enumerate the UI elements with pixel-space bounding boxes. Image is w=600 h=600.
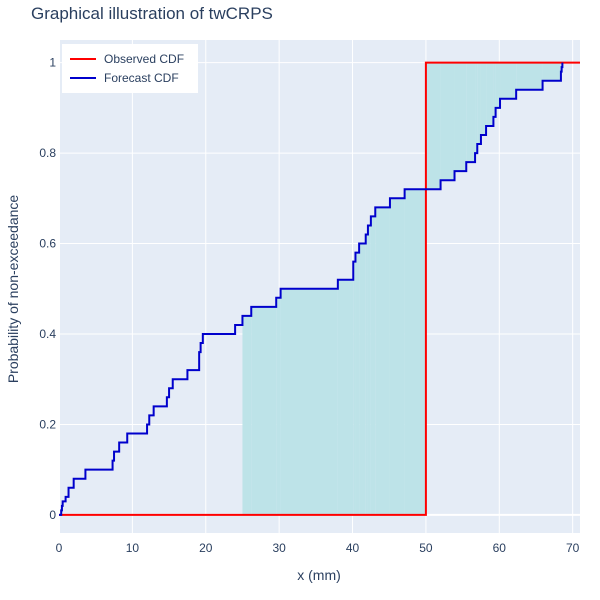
shaded-area-segment <box>367 225 371 515</box>
shaded-area-segment <box>454 62 467 172</box>
shaded-area-segment <box>389 198 405 515</box>
x-tick-label: 50 <box>419 541 433 555</box>
shaded-area-segment <box>359 243 366 515</box>
shaded-area-segment <box>251 306 277 515</box>
shaded-area-segment <box>337 279 354 515</box>
shaded-area-segment <box>542 62 561 81</box>
legend-label-forecast: Forecast CDF <box>104 71 179 85</box>
legend-label-observed: Observed CDF <box>104 52 185 66</box>
shaded-area-segment <box>370 216 376 515</box>
shaded-area-segment <box>500 62 517 99</box>
legend: Observed CDF Forecast CDF <box>62 44 198 93</box>
shaded-area-segment <box>495 62 501 108</box>
x-tick-label: 70 <box>566 541 580 555</box>
chart-title: Graphical illustration of twCRPS <box>31 4 273 23</box>
shaded-area-segment <box>355 252 360 515</box>
shaded-area-segment <box>280 288 338 515</box>
shaded-area-segment <box>466 62 476 163</box>
x-tick-label: 20 <box>199 541 213 555</box>
legend-swatch-observed <box>70 58 96 60</box>
shaded-area-segment <box>375 207 390 515</box>
shaded-area-segment <box>353 261 356 515</box>
x-tick-label: 60 <box>493 541 507 555</box>
y-tick-label: 0.8 <box>39 146 56 160</box>
y-tick-label: 0 <box>49 508 56 522</box>
shaded-area-segment <box>475 62 478 154</box>
shaded-area-segment <box>516 62 543 90</box>
y-tick-label: 0.2 <box>39 417 56 431</box>
series-line-observed-cdf <box>59 61 580 516</box>
shaded-area-segment <box>486 62 494 126</box>
shaded-area-segment <box>480 62 487 135</box>
legend-item-observed[interactable]: Observed CDF <box>70 50 184 68</box>
shaded-area-segment <box>425 62 441 190</box>
shaded-area-segment <box>440 62 455 181</box>
series-line-forecast-cdf <box>59 62 564 516</box>
x-axis-title: x (mm) <box>297 567 341 583</box>
shaded-area-segment <box>477 62 481 145</box>
shaded-area-segment <box>404 189 426 515</box>
y-axis-title: Probability of non-exceedance <box>5 194 21 384</box>
x-tick-label: 30 <box>272 541 286 555</box>
shaded-area-segment <box>365 234 368 515</box>
y-tick-label: 0.6 <box>39 237 56 251</box>
y-tick-label: 0.4 <box>39 327 56 341</box>
shaded-area-segment <box>242 315 252 515</box>
legend-swatch-forecast <box>70 77 96 79</box>
shaded-area-segment <box>276 297 281 515</box>
y-tick-label: 1 <box>49 56 56 70</box>
x-tick-label: 10 <box>126 541 140 555</box>
x-tick-label: 0 <box>56 541 63 555</box>
x-tick-label: 40 <box>346 541 360 555</box>
legend-item-forecast[interactable]: Forecast CDF <box>70 69 179 87</box>
shaded-area-segment <box>493 62 496 117</box>
